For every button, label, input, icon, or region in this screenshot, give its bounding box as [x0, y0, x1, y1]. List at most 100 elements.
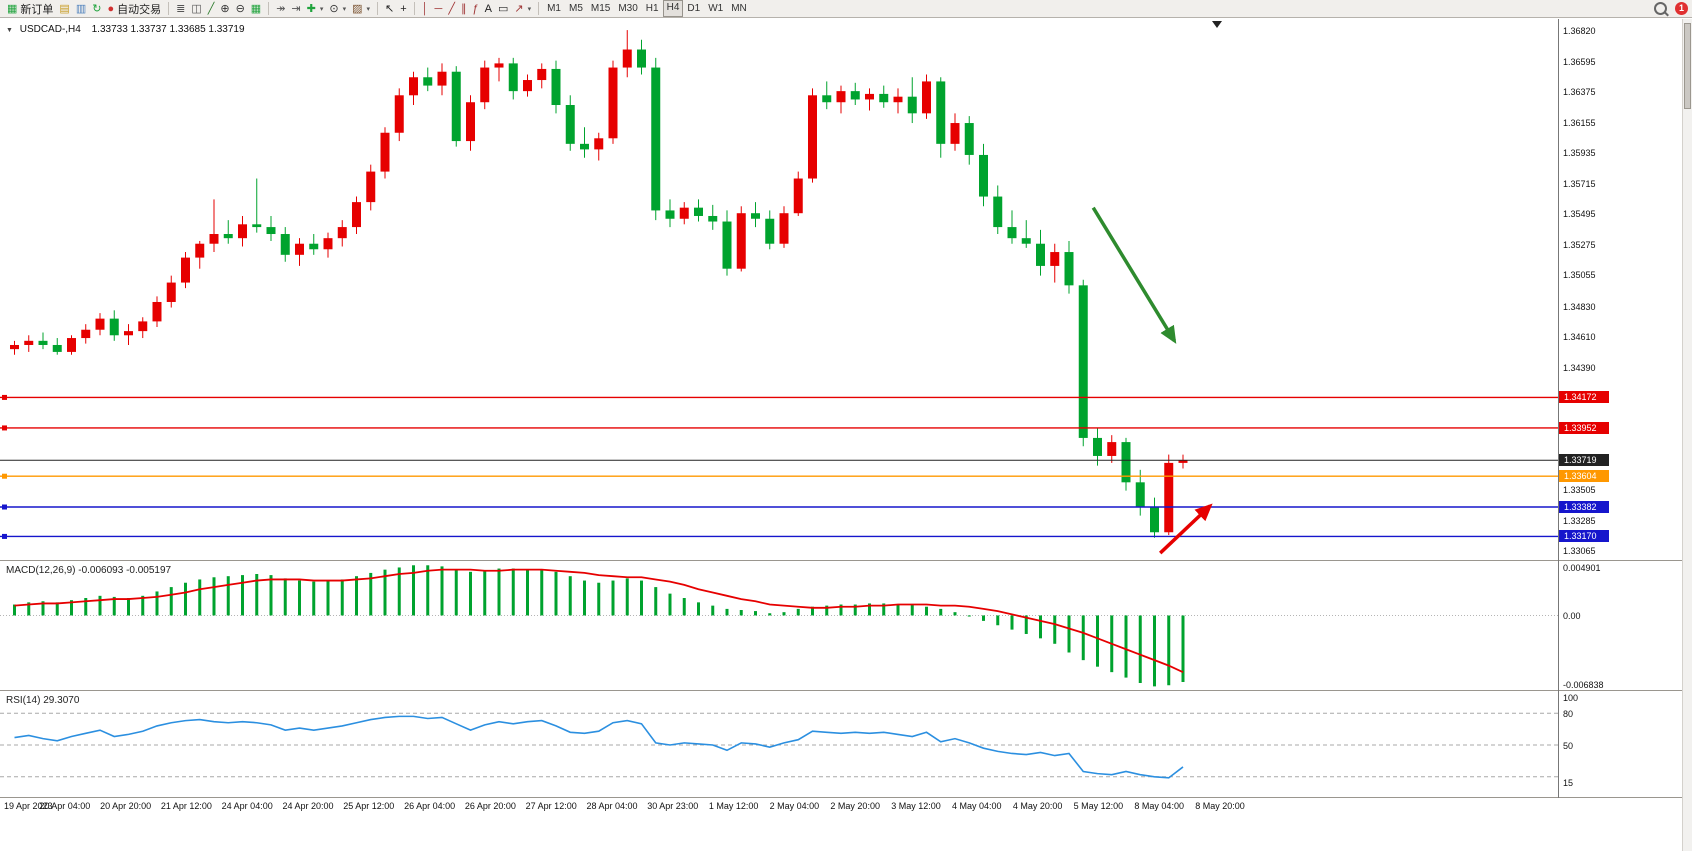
timeframe-w1-button[interactable]: W1: [704, 1, 727, 16]
indicators-button[interactable]: ✚ ▾: [304, 1, 327, 17]
arrows-glyph: ↗: [514, 2, 524, 15]
new-order-button-label: 新订单: [20, 3, 54, 16]
horizontal-line-icon[interactable]: ─: [432, 1, 446, 17]
cursor-icon[interactable]: ↖: [382, 1, 397, 17]
timeframe-m5-button[interactable]: M5: [565, 1, 587, 16]
timeframe-h1-button[interactable]: H1: [642, 1, 663, 16]
timeframe-mn-button-label: MN: [731, 3, 747, 14]
chevron-down-icon: ▾: [319, 5, 324, 13]
chevron-down-icon: ▾: [366, 5, 371, 13]
pane-separator[interactable]: [0, 797, 1692, 798]
zoom-in-icon[interactable]: ⊕: [217, 1, 232, 17]
timeframe-h4-button[interactable]: H4: [662, 0, 684, 17]
date-axis-label: 8 May 20:00: [1195, 801, 1245, 811]
rsi-axis-label: 100: [1563, 693, 1579, 703]
crosshair-icon[interactable]: +: [397, 1, 409, 17]
down-trend-arrow[interactable]: [1091, 206, 1177, 344]
date-axis-label: 24 Apr 04:00: [221, 801, 273, 811]
macd-pane-canvas[interactable]: [0, 562, 1558, 690]
auto-scroll-icon-glyph: ↠: [276, 2, 286, 15]
date-axis-label: 2 May 20:00: [830, 801, 880, 811]
zoom-out-icon[interactable]: ⊖: [233, 1, 248, 17]
date-axis-label: 19 Apr 2023: [4, 801, 53, 811]
crosshair-icon-glyph: +: [400, 2, 407, 15]
macd-histogram: [13, 565, 1185, 687]
new-order-button[interactable]: ▦ 新订单: [4, 1, 56, 17]
main-toolbar: ▦ 新订单 ▤ ▥ ↻ ● 自动交易 ≣ ◫ ╱ ⊕ ⊖ ▦ ↠ ⇥ ✚ ▾ ⊙ ▾ ▨ ▾ ↖ + │ ─ ╱ ∥ ƒ A ▭ ↗ ▾ M1 M…: [0, 0, 1692, 18]
rsi-axis-label: 15: [1563, 777, 1574, 788]
hline-price-tag: 1.33170: [1559, 530, 1609, 543]
date-axis-label: 21 Apr 12:00: [160, 801, 212, 811]
candles: [10, 30, 1188, 538]
charts-window-icon[interactable]: ▤: [56, 1, 72, 17]
text-label-icon-glyph: ▭: [497, 2, 509, 15]
rsi-indicator-name: RSI(14): [6, 695, 41, 706]
arrows-button[interactable]: ↗ ▾: [511, 1, 534, 17]
rsi-line: [14, 715, 1184, 779]
horizontal-line-icon-glyph: ─: [434, 2, 443, 15]
candlestick-chart-icon-glyph: ◫: [191, 2, 202, 15]
auto-scroll-icon[interactable]: ↠: [273, 1, 288, 17]
macd-axis-label: 0.004901: [1563, 563, 1601, 573]
price-axis-label: 1.35275: [1563, 239, 1596, 250]
timeframe-m15-button-label: M15: [590, 3, 611, 14]
price-axis-label: 1.35935: [1563, 148, 1596, 159]
scroll-to-end-marker[interactable]: [1212, 21, 1222, 28]
templates-button[interactable]: ▨ ▾: [349, 1, 373, 17]
date-axis-label: 30 Apr 23:00: [647, 801, 699, 811]
timeframe-d1-button[interactable]: D1: [683, 1, 704, 16]
timeframe-m1-button-label: M1: [547, 3, 561, 14]
timeframe-m1-button[interactable]: M1: [543, 1, 565, 16]
tile-windows-icon[interactable]: ▦: [248, 1, 264, 17]
timeframe-m30-button[interactable]: M30: [614, 1, 641, 16]
search-icon[interactable]: [1654, 2, 1667, 15]
profile-icon[interactable]: ▥: [73, 1, 89, 17]
timeframe-mn-button[interactable]: MN: [727, 1, 751, 16]
horizontal-line-objects[interactable]: [0, 394, 1558, 539]
text-label-icon[interactable]: ▭: [495, 1, 511, 17]
text-icon[interactable]: A: [482, 1, 495, 17]
bar-chart-icon[interactable]: ≣: [173, 1, 188, 17]
price-axis-label: 1.34390: [1563, 362, 1596, 373]
rsi-pane-canvas[interactable]: [0, 692, 1558, 798]
bar-chart-icon-glyph: ≣: [176, 2, 186, 15]
periods-button[interactable]: ⊙ ▾: [326, 1, 349, 17]
collapse-triangle-icon[interactable]: ▼: [6, 27, 13, 34]
date-axis-label: 26 Apr 20:00: [464, 801, 516, 811]
fibonacci-icon[interactable]: ƒ: [469, 1, 481, 17]
vertical-line-icon-glyph: │: [421, 2, 429, 15]
pane-separator[interactable]: [0, 560, 1692, 561]
vertical-line-icon[interactable]: │: [419, 1, 432, 17]
price-chart-canvas[interactable]: [0, 19, 1558, 560]
auto-trading-button[interactable]: ● 自动交易: [104, 1, 164, 17]
notification-badge[interactable]: 1: [1675, 2, 1688, 15]
channel-icon[interactable]: ∥: [458, 1, 470, 17]
templates-glyph: ▨: [352, 2, 363, 15]
chart-shift-icon[interactable]: ⇥: [288, 1, 303, 17]
current-price-tag: 1.33719: [1559, 454, 1609, 467]
date-axis-label: 20 Apr 04:00: [39, 801, 91, 811]
date-axis-label: 26 Apr 04:00: [404, 801, 456, 811]
refresh-icon[interactable]: ↻: [89, 1, 104, 17]
bounce-arrow[interactable]: [1158, 503, 1213, 555]
date-axis-label: 4 May 20:00: [1012, 801, 1063, 811]
timeframe-m15-button[interactable]: M15: [587, 1, 614, 16]
macd-axis-label: -0.006838: [1563, 680, 1604, 690]
pane-separator[interactable]: [0, 690, 1692, 691]
vertical-scrollbar[interactable]: [1682, 19, 1692, 851]
price-axis-label: 1.34610: [1563, 332, 1596, 343]
price-axis-label: 1.35715: [1563, 178, 1596, 189]
trendline-icon[interactable]: ╱: [445, 1, 458, 17]
toolbar-separator: [168, 2, 170, 15]
rsi-axis-label: 80: [1563, 708, 1574, 719]
line-chart-icon-glyph: ╱: [207, 2, 215, 15]
trendline-icon-glyph: ╱: [448, 2, 455, 15]
timeframe-m30-button-label: M30: [618, 3, 638, 14]
line-chart-icon[interactable]: ╱: [205, 1, 218, 17]
scrollbar-thumb[interactable]: [1684, 23, 1691, 109]
candlestick-chart-icon[interactable]: ◫: [188, 1, 204, 17]
chevron-down-icon: ▾: [342, 5, 347, 13]
price-axis-label: 1.35495: [1563, 209, 1596, 220]
